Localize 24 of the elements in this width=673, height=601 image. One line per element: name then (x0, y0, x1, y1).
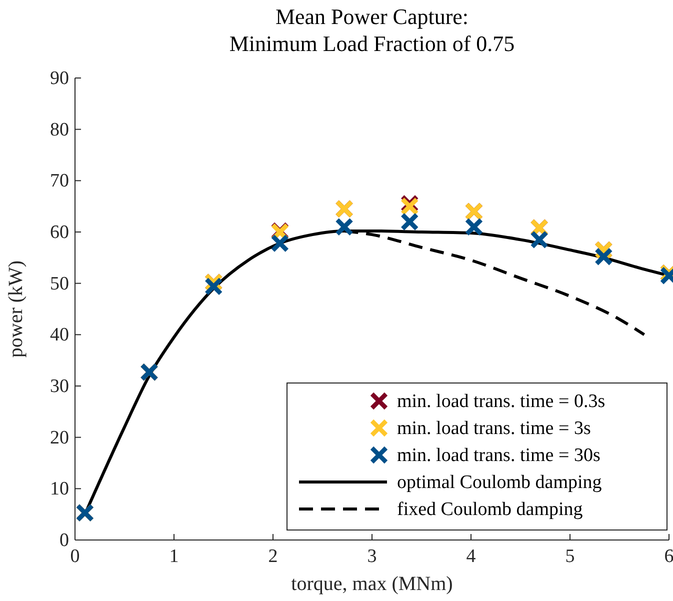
y-tick-label: 50 (50, 273, 69, 294)
y-axis-title: power (kW) (5, 260, 27, 358)
y-tick-label: 20 (50, 427, 69, 448)
chart-title: Mean Power Capture: Minimum Load Fraction of 0.75 (229, 4, 515, 56)
legend-label: fixed Coulomb damping (397, 499, 584, 520)
y-tick-label: 10 (50, 478, 69, 500)
x-axis-title: torque, max (MNm) (291, 573, 453, 595)
y-tick-label: 80 (50, 119, 69, 140)
y-tick-label: 90 (50, 68, 69, 89)
legend-label: min. load trans. time = 3s (397, 418, 591, 439)
x-tick-label: 5 (565, 546, 575, 567)
legend-label: optimal Coulomb damping (397, 472, 602, 493)
x-tick-label: 1 (169, 546, 179, 567)
x-tick-label: 3 (367, 546, 377, 567)
legend-label: min. load trans. time = 30s (397, 445, 600, 466)
y-tick-label: 40 (50, 324, 69, 346)
y-tick-label: 70 (50, 170, 69, 192)
legend-label: min. load trans. time = 0.3s (397, 391, 606, 412)
y-tick-label: 60 (50, 222, 69, 243)
y-tick-label: 30 (50, 376, 69, 397)
x-tick-label: 2 (268, 546, 278, 567)
x-tick-label: 6 (664, 546, 673, 567)
x-tick-label: 4 (466, 546, 476, 567)
y-tick-label: 0 (60, 530, 69, 551)
